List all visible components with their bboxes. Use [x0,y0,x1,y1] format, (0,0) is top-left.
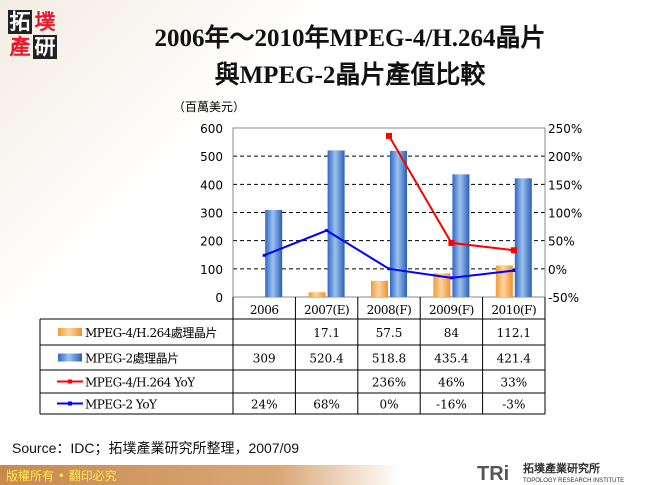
legend-label: MPEG-4/H.264 YoY [85,376,196,390]
legend-label: MPEG-2處理晶片 [85,352,179,366]
data-label: 68% [313,398,340,412]
data-label: 112.1 [497,326,531,340]
bar-mpeg2 [452,174,470,297]
footer-bar: 版權所有 • 翻印必究 [0,465,400,485]
tri-logo-mark: TRi [477,463,509,485]
legend-label: MPEG-2 YoY [85,398,158,412]
y-tick-label: 200 [200,235,223,249]
legend-label: MPEG-4/H.264處理晶片 [85,326,217,340]
y2-tick-label: 100% [548,207,582,221]
y2-tick-label: 200% [548,150,582,164]
data-label: -3% [502,398,525,412]
line-marker [387,267,391,271]
line-marker [325,229,329,233]
legend-key [58,328,82,336]
y-axis-unit-label: （百萬美元） [173,100,246,114]
y-tick-label: 600 [200,122,223,136]
copyright-text: 版權所有 • 翻印必究 [6,469,117,483]
legend-marker [68,379,72,384]
y2-tick-label: 50% [548,235,575,249]
logo: 拓 墣 產 研 [8,10,57,59]
line-marker [512,269,516,273]
data-label: 0% [379,398,398,412]
bar-mpeg2 [265,209,283,297]
legend-marker [68,401,72,406]
data-label: 46% [438,376,465,390]
data-label: 236% [372,376,406,390]
bar-mpeg2 [327,150,345,297]
y2-tick-label: -50% [548,291,579,305]
data-label: 57.5 [376,326,403,340]
y-tick-label: 400 [200,178,223,192]
data-label: 33% [500,376,527,390]
bar-mpeg2 [390,150,407,297]
category-label: 2010(F) [491,303,536,317]
category-label: 2007(E) [304,303,349,317]
data-label: 309 [253,352,276,366]
y-tick-label: 0 [215,291,223,305]
plot-area [232,127,546,298]
y-tick-label: 500 [200,150,223,164]
line-marker [449,276,453,280]
source-note: Source：IDC；拓墣產業研究所整理，2007/09 [12,440,300,456]
legend-key [58,353,82,362]
tri-logo-name: 拓墣產業研究所 [523,461,600,475]
tri-logo: TRi 拓墣產業研究所 TOPOLOGY RESEARCH INSTITUTE [477,461,624,485]
data-label: 435.4 [434,352,469,366]
line-marker [510,247,517,254]
bar-mpeg4 [371,280,388,297]
line-marker [448,239,455,246]
data-label: 520.4 [309,352,344,366]
line-marker [262,253,266,257]
line-mpeg2-yoy [263,229,514,279]
y2-tick-label: 0% [548,263,567,277]
category-label: 2006 [250,303,279,317]
data-label: 84 [444,326,460,340]
data-label: 17.1 [313,326,340,340]
chart-title-line2: 與MPEG-2晶片產值比較 [214,62,486,89]
chart-title-line1: 2006年～2010年MPEG-4/H.264晶片 [154,25,546,52]
data-label: 24% [251,398,278,412]
y2-tick-label: 250% [548,122,582,136]
y2-tick-label: 150% [548,178,582,192]
category-label: 2009(F) [429,303,474,317]
line-mpeg4-yoy [388,135,514,252]
bar-mpeg4 [495,265,513,297]
y-tick-label: 100 [200,263,223,277]
bar-mpeg2 [514,178,532,297]
data-label: 421.4 [497,352,532,366]
data-label: -16% [436,398,467,412]
tri-logo-sub: TOPOLOGY RESEARCH INSTITUTE [523,478,624,484]
bar-mpeg4 [433,273,451,297]
data-label: 518.8 [372,352,406,366]
line-marker [386,132,392,139]
bar-mpeg4 [308,292,326,297]
y-tick-label: 300 [200,207,223,221]
category-label: 2008(F) [367,303,412,317]
